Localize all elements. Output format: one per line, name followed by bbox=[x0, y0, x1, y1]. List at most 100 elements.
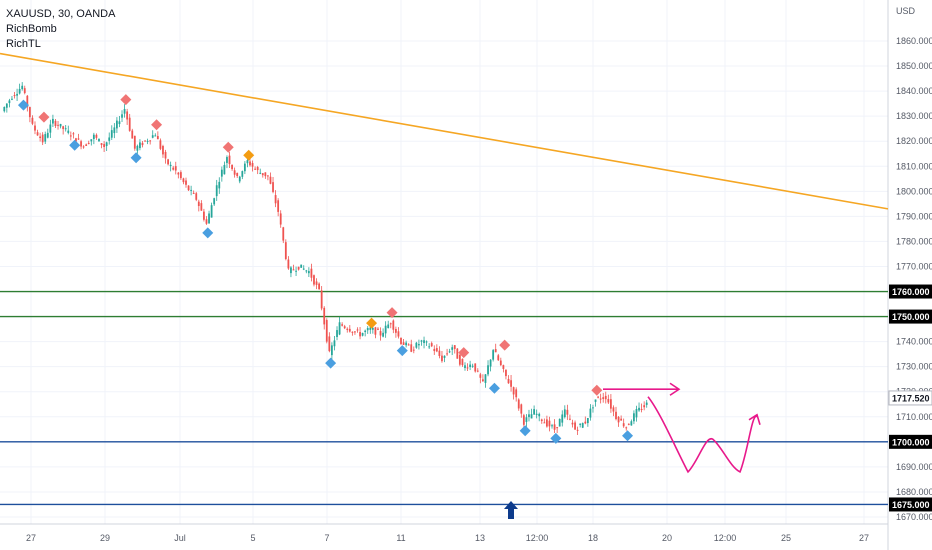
candle-body[interactable] bbox=[105, 142, 108, 147]
buy-signal-diamond[interactable] bbox=[488, 382, 500, 394]
candle-body[interactable] bbox=[154, 135, 157, 137]
candle-body[interactable] bbox=[277, 200, 280, 212]
candle-body[interactable] bbox=[121, 114, 123, 118]
candle-body[interactable] bbox=[325, 320, 328, 342]
candle-body[interactable] bbox=[149, 140, 152, 142]
candle-body[interactable] bbox=[72, 133, 75, 135]
candle-body[interactable] bbox=[136, 145, 139, 151]
candle-body[interactable] bbox=[41, 134, 44, 143]
candle-body[interactable] bbox=[551, 425, 553, 427]
candle-body[interactable] bbox=[238, 176, 241, 182]
candle-body[interactable] bbox=[535, 413, 538, 415]
candle-body[interactable] bbox=[100, 143, 103, 145]
candle-body[interactable] bbox=[594, 399, 597, 402]
candle-body[interactable] bbox=[599, 398, 602, 400]
candle-body[interactable] bbox=[330, 345, 333, 356]
candle-body[interactable] bbox=[156, 136, 159, 140]
neutral-signal-diamond[interactable] bbox=[366, 317, 378, 329]
candle-body[interactable] bbox=[318, 283, 321, 290]
candle-body[interactable] bbox=[272, 182, 274, 192]
candle-body[interactable] bbox=[123, 108, 126, 114]
candle-body[interactable] bbox=[640, 408, 643, 410]
candle-body[interactable] bbox=[612, 407, 615, 412]
candle-body[interactable] bbox=[64, 128, 67, 130]
candle-body[interactable] bbox=[167, 159, 169, 165]
candle-body[interactable] bbox=[461, 358, 464, 366]
sell-signal-diamond[interactable] bbox=[222, 141, 234, 153]
candle-body[interactable] bbox=[397, 331, 400, 337]
candle-body[interactable] bbox=[300, 264, 303, 268]
candle-body[interactable] bbox=[313, 275, 315, 285]
candle-body[interactable] bbox=[85, 144, 88, 146]
candle-body[interactable] bbox=[489, 359, 492, 367]
candle-body[interactable] bbox=[185, 180, 187, 185]
sell-signal-diamond[interactable] bbox=[38, 111, 50, 123]
candle-body[interactable] bbox=[384, 325, 387, 334]
candle-body[interactable] bbox=[338, 322, 341, 335]
buy-signal-diamond[interactable] bbox=[550, 432, 562, 444]
candle-body[interactable] bbox=[402, 342, 405, 345]
candle-body[interactable] bbox=[377, 328, 379, 330]
candle-body[interactable] bbox=[520, 404, 523, 414]
candle-body[interactable] bbox=[205, 219, 208, 224]
candle-body[interactable] bbox=[44, 134, 47, 142]
candle-body[interactable] bbox=[625, 427, 628, 429]
candle-body[interactable] bbox=[23, 88, 26, 94]
candle-body[interactable] bbox=[144, 140, 146, 142]
buy-signal-diamond[interactable] bbox=[325, 357, 337, 369]
candle-body[interactable] bbox=[8, 100, 11, 104]
sell-signal-diamond[interactable] bbox=[151, 119, 163, 131]
candle-body[interactable] bbox=[279, 213, 282, 225]
candle-body[interactable] bbox=[87, 142, 90, 144]
candle-body[interactable] bbox=[226, 157, 228, 163]
candle-body[interactable] bbox=[435, 348, 438, 352]
candle-body[interactable] bbox=[394, 328, 397, 333]
candle-body[interactable] bbox=[476, 370, 479, 372]
candle-body[interactable] bbox=[177, 172, 180, 175]
symbol-label[interactable]: XAUUSD, 30, OANDA bbox=[6, 8, 116, 20]
candle-body[interactable] bbox=[512, 387, 515, 395]
candle-body[interactable] bbox=[561, 414, 564, 423]
candle-body[interactable] bbox=[77, 138, 80, 140]
candle-body[interactable] bbox=[220, 169, 223, 177]
candle-body[interactable] bbox=[615, 411, 617, 420]
candle-body[interactable] bbox=[425, 341, 428, 343]
candle-body[interactable] bbox=[208, 213, 210, 224]
candle-body[interactable] bbox=[448, 351, 451, 353]
candle-body[interactable] bbox=[307, 271, 310, 274]
candle-body[interactable] bbox=[543, 422, 546, 424]
candle-body[interactable] bbox=[579, 423, 582, 425]
candle-body[interactable] bbox=[507, 378, 510, 384]
candle-body[interactable] bbox=[210, 205, 213, 218]
candle-body[interactable] bbox=[126, 111, 129, 120]
candle-body[interactable] bbox=[39, 136, 42, 139]
trend-line[interactable] bbox=[0, 52, 889, 210]
buy-signal-diamond[interactable] bbox=[17, 99, 29, 111]
candle-body[interactable] bbox=[11, 98, 13, 100]
candle-body[interactable] bbox=[320, 290, 323, 309]
candle-body[interactable] bbox=[576, 429, 579, 431]
candle-body[interactable] bbox=[169, 164, 172, 167]
candle-body[interactable] bbox=[586, 418, 589, 424]
candle-body[interactable] bbox=[356, 329, 359, 331]
candle-body[interactable] bbox=[497, 355, 500, 361]
candle-body[interactable] bbox=[410, 344, 413, 352]
candle-body[interactable] bbox=[284, 242, 287, 260]
candle-body[interactable] bbox=[36, 132, 39, 136]
candle-body[interactable] bbox=[75, 138, 77, 142]
candle-body[interactable] bbox=[346, 328, 349, 330]
candle-body[interactable] bbox=[604, 395, 607, 400]
candle-body[interactable] bbox=[261, 173, 264, 176]
candle-body[interactable] bbox=[533, 409, 536, 415]
candle-body[interactable] bbox=[571, 422, 574, 425]
candle-body[interactable] bbox=[336, 330, 338, 338]
up-arrow-marker[interactable] bbox=[504, 501, 518, 519]
candle-body[interactable] bbox=[95, 134, 98, 138]
candle-body[interactable] bbox=[254, 168, 257, 170]
buy-signal-diamond[interactable] bbox=[519, 425, 531, 437]
candle-body[interactable] bbox=[26, 95, 29, 108]
neutral-signal-diamond[interactable] bbox=[243, 149, 255, 161]
candle-body[interactable] bbox=[282, 227, 285, 241]
candle-body[interactable] bbox=[638, 407, 640, 411]
